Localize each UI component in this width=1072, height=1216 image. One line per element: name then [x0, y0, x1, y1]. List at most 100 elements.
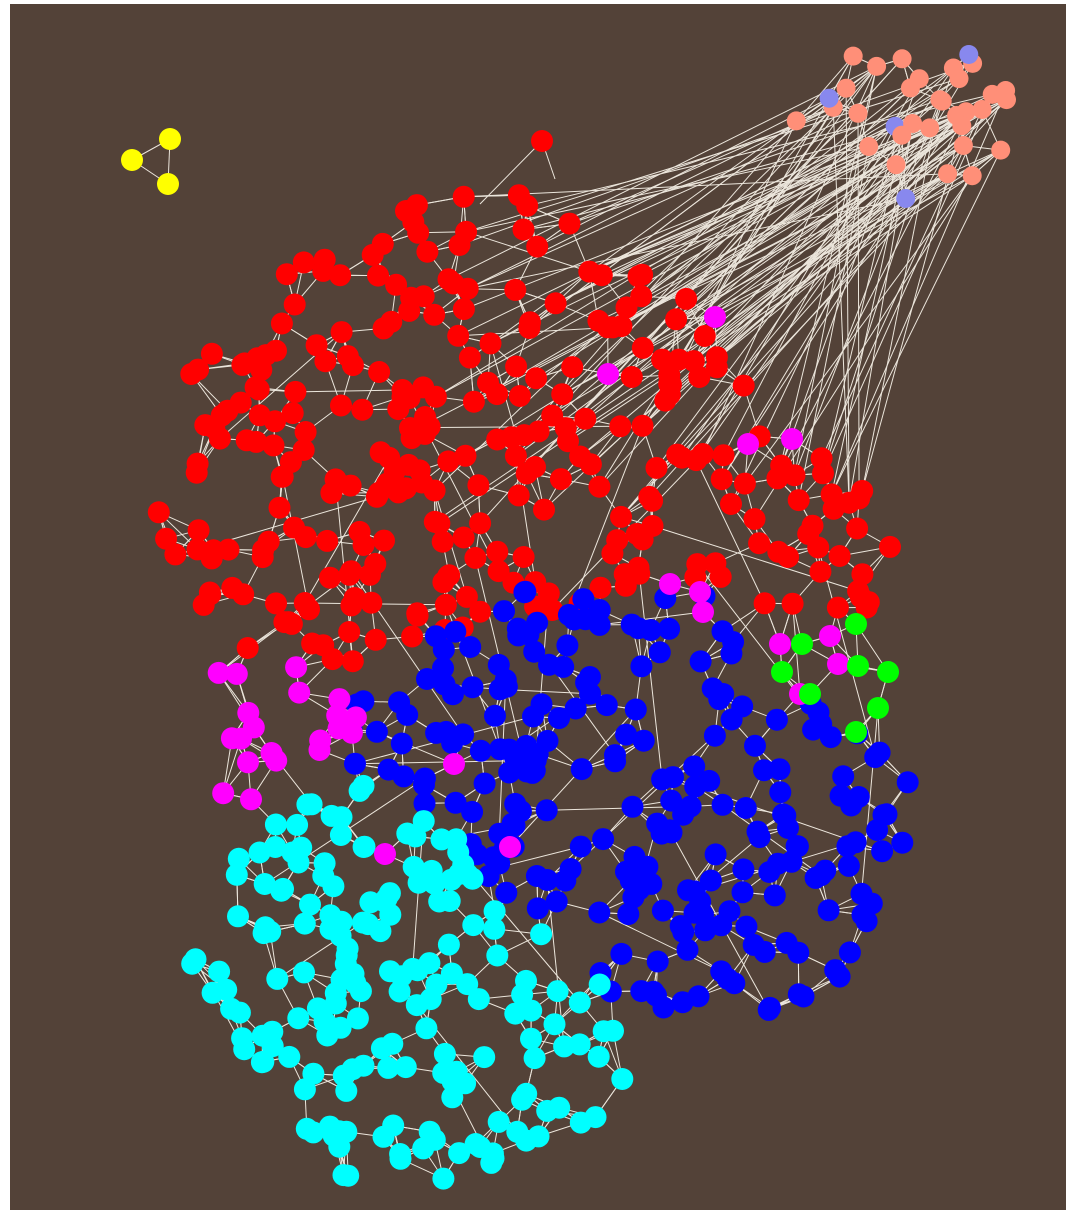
graph-node-cyan-community: [437, 933, 460, 956]
graph-node-blue-community: [432, 657, 454, 680]
graph-node-blue-community: [396, 703, 419, 726]
graph-edge: [675, 125, 963, 320]
graph-node-magenta-community: [704, 306, 726, 328]
graph-node-blue-community: [732, 858, 755, 881]
graph-node-top-right-cluster: [892, 125, 912, 145]
graph-node-cyan-community: [329, 924, 352, 947]
graph-node-magenta-community: [443, 753, 465, 775]
graph-node-red-community: [452, 298, 475, 321]
graph-node-red-community: [372, 317, 395, 340]
graph-node-red-community: [512, 546, 535, 568]
graph-node-red-community: [400, 286, 423, 309]
graph-node-cyan-community: [415, 1017, 438, 1040]
graph-node-blue-community: [452, 723, 475, 746]
graph-node-magenta-community: [260, 742, 283, 764]
graph-node-top-right-cluster: [819, 88, 839, 108]
graph-node-top-right-cluster: [843, 46, 863, 66]
graph-node-cyan-community: [253, 873, 276, 895]
graph-node-red-community: [329, 264, 352, 287]
graph-node-red-community: [208, 427, 231, 450]
graph-node-top-right-cluster: [972, 100, 992, 119]
graph-node-blue-community: [765, 708, 788, 731]
graph-node-blue-community: [646, 950, 669, 973]
graph-node-cyan-community: [486, 944, 509, 967]
graph-node-magenta-community: [769, 633, 791, 655]
graph-node-cyan-community: [293, 1078, 316, 1101]
graph-edge: [519, 78, 920, 397]
graph-node-red-community: [658, 373, 681, 395]
graph-edge: [822, 94, 993, 474]
graph-node-cyan-community: [228, 1001, 251, 1024]
graph-node-cyan-community: [481, 1142, 504, 1165]
graph-node-magenta-community: [659, 573, 681, 595]
graph-node-magenta-community: [207, 661, 230, 684]
graph-node-red-community: [351, 398, 374, 421]
graph-node-red-community: [469, 600, 492, 623]
graph-node-blue-community: [734, 797, 757, 819]
graph-node-cyan-community: [456, 973, 479, 996]
graph-edge: [282, 476, 310, 610]
graph-node-red-community: [252, 539, 275, 562]
graph-node-red-community: [305, 334, 328, 357]
graph-node-cyan-community: [259, 920, 282, 943]
graph-node-blue-community: [636, 855, 659, 878]
graph-node-red-community: [809, 560, 832, 583]
graph-node-top-right-cluster: [836, 78, 856, 98]
graph-node-cyan-community: [467, 988, 490, 1011]
graph-node-red-community: [688, 366, 711, 388]
graph-node-blue-community: [679, 795, 702, 818]
graph-node-blue-community: [564, 697, 587, 720]
graph-edge: [467, 198, 906, 290]
graph-node-red-community: [187, 358, 210, 381]
graph-node-blue-community: [610, 942, 633, 965]
graph-edge: [794, 99, 941, 476]
graph-node-blue-community: [517, 623, 540, 646]
graph-node-red-community: [348, 520, 371, 543]
graph-node-red-community: [541, 599, 564, 621]
graph-node-cyan-community: [584, 1106, 607, 1129]
graph-node-cyan-community: [405, 994, 428, 1017]
graph-node-red-community: [236, 637, 259, 659]
graph-node-red-community: [281, 402, 304, 425]
graph-node-red-community: [341, 650, 364, 673]
graph-node-blue-community: [672, 921, 695, 943]
graph-node-blue-community: [759, 996, 781, 1019]
graph-node-red-community: [458, 346, 481, 369]
graph-edge: [509, 709, 637, 848]
graph-node-blue-community: [753, 940, 776, 963]
graph-node-top-right-cluster: [867, 56, 887, 76]
graph-node-cyan-community: [441, 1070, 464, 1093]
graph-node-red-community: [423, 303, 446, 326]
graph-node-cyan-community: [588, 973, 611, 996]
graph-node-red-community: [630, 285, 653, 308]
graph-node-red-community: [464, 546, 487, 569]
graph-node-red-community: [645, 456, 668, 479]
graph-node-magenta-community: [237, 751, 259, 774]
graph-node-red-community: [336, 345, 359, 368]
graph-node-top-right-cluster: [896, 189, 916, 208]
graph-node-blue-community: [461, 800, 484, 823]
graph-node-blue-community: [838, 941, 861, 964]
graph-node-magenta-community: [225, 662, 248, 685]
graph-node-red-community: [486, 540, 509, 563]
graph-node-magenta-community: [597, 363, 619, 385]
graph-node-cyan-community: [381, 1032, 404, 1055]
network-graph: [10, 4, 1066, 1210]
graph-node-blue-community: [441, 683, 464, 706]
graph-node-red-community: [391, 379, 414, 401]
graph-node-blue-community: [557, 603, 580, 626]
graph-node-cyan-community: [348, 779, 371, 802]
graph-node-green-community: [771, 661, 793, 683]
graph-node-blue-community: [459, 636, 482, 658]
graph-node-top-right-cluster: [920, 118, 940, 138]
graph-node-blue-community: [777, 817, 799, 839]
graph-node-red-community: [452, 185, 475, 208]
graph-edge: [857, 113, 860, 499]
graph-node-red-community: [665, 308, 688, 331]
graph-node-top-right-cluster: [932, 91, 952, 111]
graph-node-blue-community: [720, 708, 743, 731]
graph-node-red-community: [406, 604, 429, 627]
graph-node-blue-community: [628, 878, 651, 901]
graph-node-red-community: [469, 512, 492, 535]
graph-node-blue-community: [855, 910, 878, 933]
